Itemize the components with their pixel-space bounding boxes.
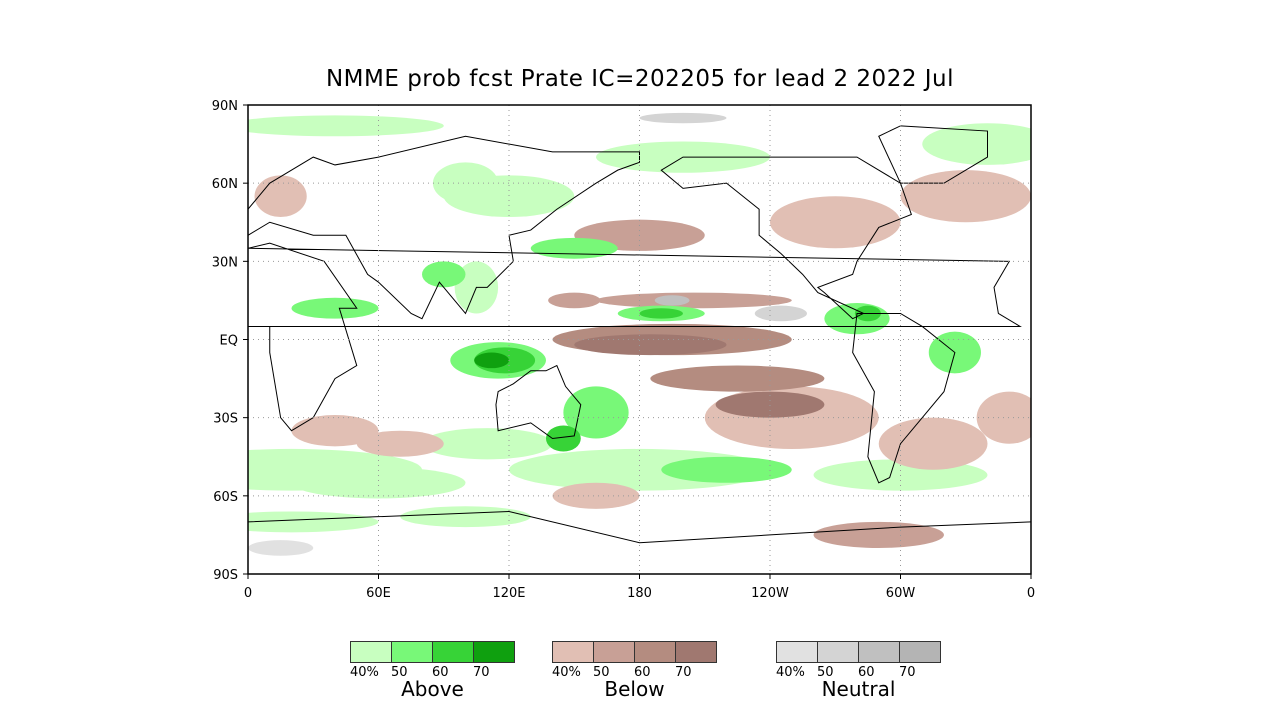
y-tick-label: 90S [213, 568, 238, 583]
probability-region [552, 482, 640, 509]
antarctica-outline [247, 510, 1032, 544]
gridlines [248, 105, 1031, 574]
probability-region [878, 417, 988, 470]
probability-region [400, 506, 531, 528]
legend-swatch [392, 642, 433, 662]
y-tick-label: 60S [213, 490, 238, 505]
legend-label: 40% [776, 665, 805, 680]
legend-swatch [474, 642, 514, 662]
legend-name: Neutral [821, 677, 896, 701]
y-tick-label: 60N [212, 177, 238, 192]
probability-region [356, 430, 444, 457]
probability-region [422, 261, 466, 288]
probability-region [422, 428, 553, 460]
legend-label: 50 [593, 665, 610, 680]
legend-swatch [553, 642, 594, 662]
legend-name: Below [604, 677, 665, 701]
x-tick-label: 60E [366, 586, 391, 601]
legend-swatch [351, 642, 392, 662]
legend-label: 40% [350, 665, 379, 680]
probability-region [530, 237, 618, 259]
probability-region [574, 334, 727, 356]
probability-region [661, 456, 792, 483]
legend-label: 60 [634, 665, 651, 680]
legend-swatch [635, 642, 676, 662]
continent-outline [247, 135, 640, 320]
legend-label: 70 [675, 665, 692, 680]
legend-label: 40% [552, 665, 581, 680]
x-tick-label: 0 [1027, 586, 1035, 601]
probability-region [248, 511, 379, 533]
legend-neutral-bar [776, 641, 941, 663]
probability-region [639, 308, 683, 319]
probability-region [248, 115, 444, 137]
probability-region [474, 352, 509, 369]
continent-outline [495, 364, 582, 440]
x-tick-label: 120E [492, 586, 525, 601]
probability-region [291, 415, 379, 447]
legend-label: 50 [817, 665, 834, 680]
legend-below-bar [552, 641, 717, 663]
probability-region [563, 386, 629, 439]
legend-below: 40% 50 60 70 Below [552, 641, 717, 701]
probability-region [291, 297, 379, 319]
probability-region [291, 467, 466, 499]
legend-above: 40% 50 60 70 Above [350, 641, 515, 701]
y-axis-ticks: 90N 60N 30N EQ 30S 60S 90S [212, 99, 248, 583]
map-title: NMME prob fcst Prate IC=202205 for lead … [325, 66, 955, 92]
probability-region [900, 170, 1031, 223]
probability-region [596, 292, 792, 309]
legend-label: 50 [391, 665, 408, 680]
legend-label: 70 [899, 665, 916, 680]
y-tick-label: 30N [212, 255, 238, 270]
y-tick-label: 90N [212, 99, 238, 114]
x-tick-label: 0 [244, 586, 252, 601]
probability-region [715, 391, 825, 418]
probability-region [813, 521, 944, 548]
legend-label: 70 [473, 665, 490, 680]
probability-region [754, 305, 807, 322]
x-tick-label: 60W [886, 586, 916, 601]
continent-outline [660, 156, 913, 320]
legend-label: 60 [858, 665, 875, 680]
legend-swatch [433, 642, 474, 662]
x-tick-label: 180 [627, 586, 652, 601]
continent-outline [852, 312, 956, 484]
probability-region [976, 391, 1031, 444]
probability-region [824, 303, 890, 335]
probability-region [770, 196, 901, 249]
probability-region [545, 425, 581, 452]
legend-label: 60 [432, 665, 449, 680]
probability-region [654, 295, 690, 306]
legend-swatch [777, 642, 818, 662]
probability-region [548, 292, 601, 309]
y-tick-label: EQ [220, 334, 238, 349]
x-tick-label: 120W [751, 586, 789, 601]
legend-swatch [859, 642, 900, 662]
probability-region [922, 123, 1031, 165]
x-axis-ticks: 0 60E 120E 180 120W 60W 0 [244, 574, 1035, 601]
legend-swatch [594, 642, 635, 662]
probability-region [248, 540, 314, 556]
legend-above-bar [350, 641, 515, 663]
legend-swatch [818, 642, 859, 662]
legend-swatch [900, 642, 940, 662]
legend-name: Above [401, 677, 464, 701]
probability-region [254, 175, 307, 218]
probability-region [639, 112, 727, 124]
probability-region [650, 365, 825, 392]
continent-outlines [247, 125, 1032, 544]
legend-swatch [676, 642, 716, 662]
legend-neutral: 40% 50 60 70 Neutral [776, 641, 941, 701]
y-tick-label: 30S [213, 412, 238, 427]
continent-outline [247, 242, 1022, 432]
probability-region [432, 162, 499, 205]
